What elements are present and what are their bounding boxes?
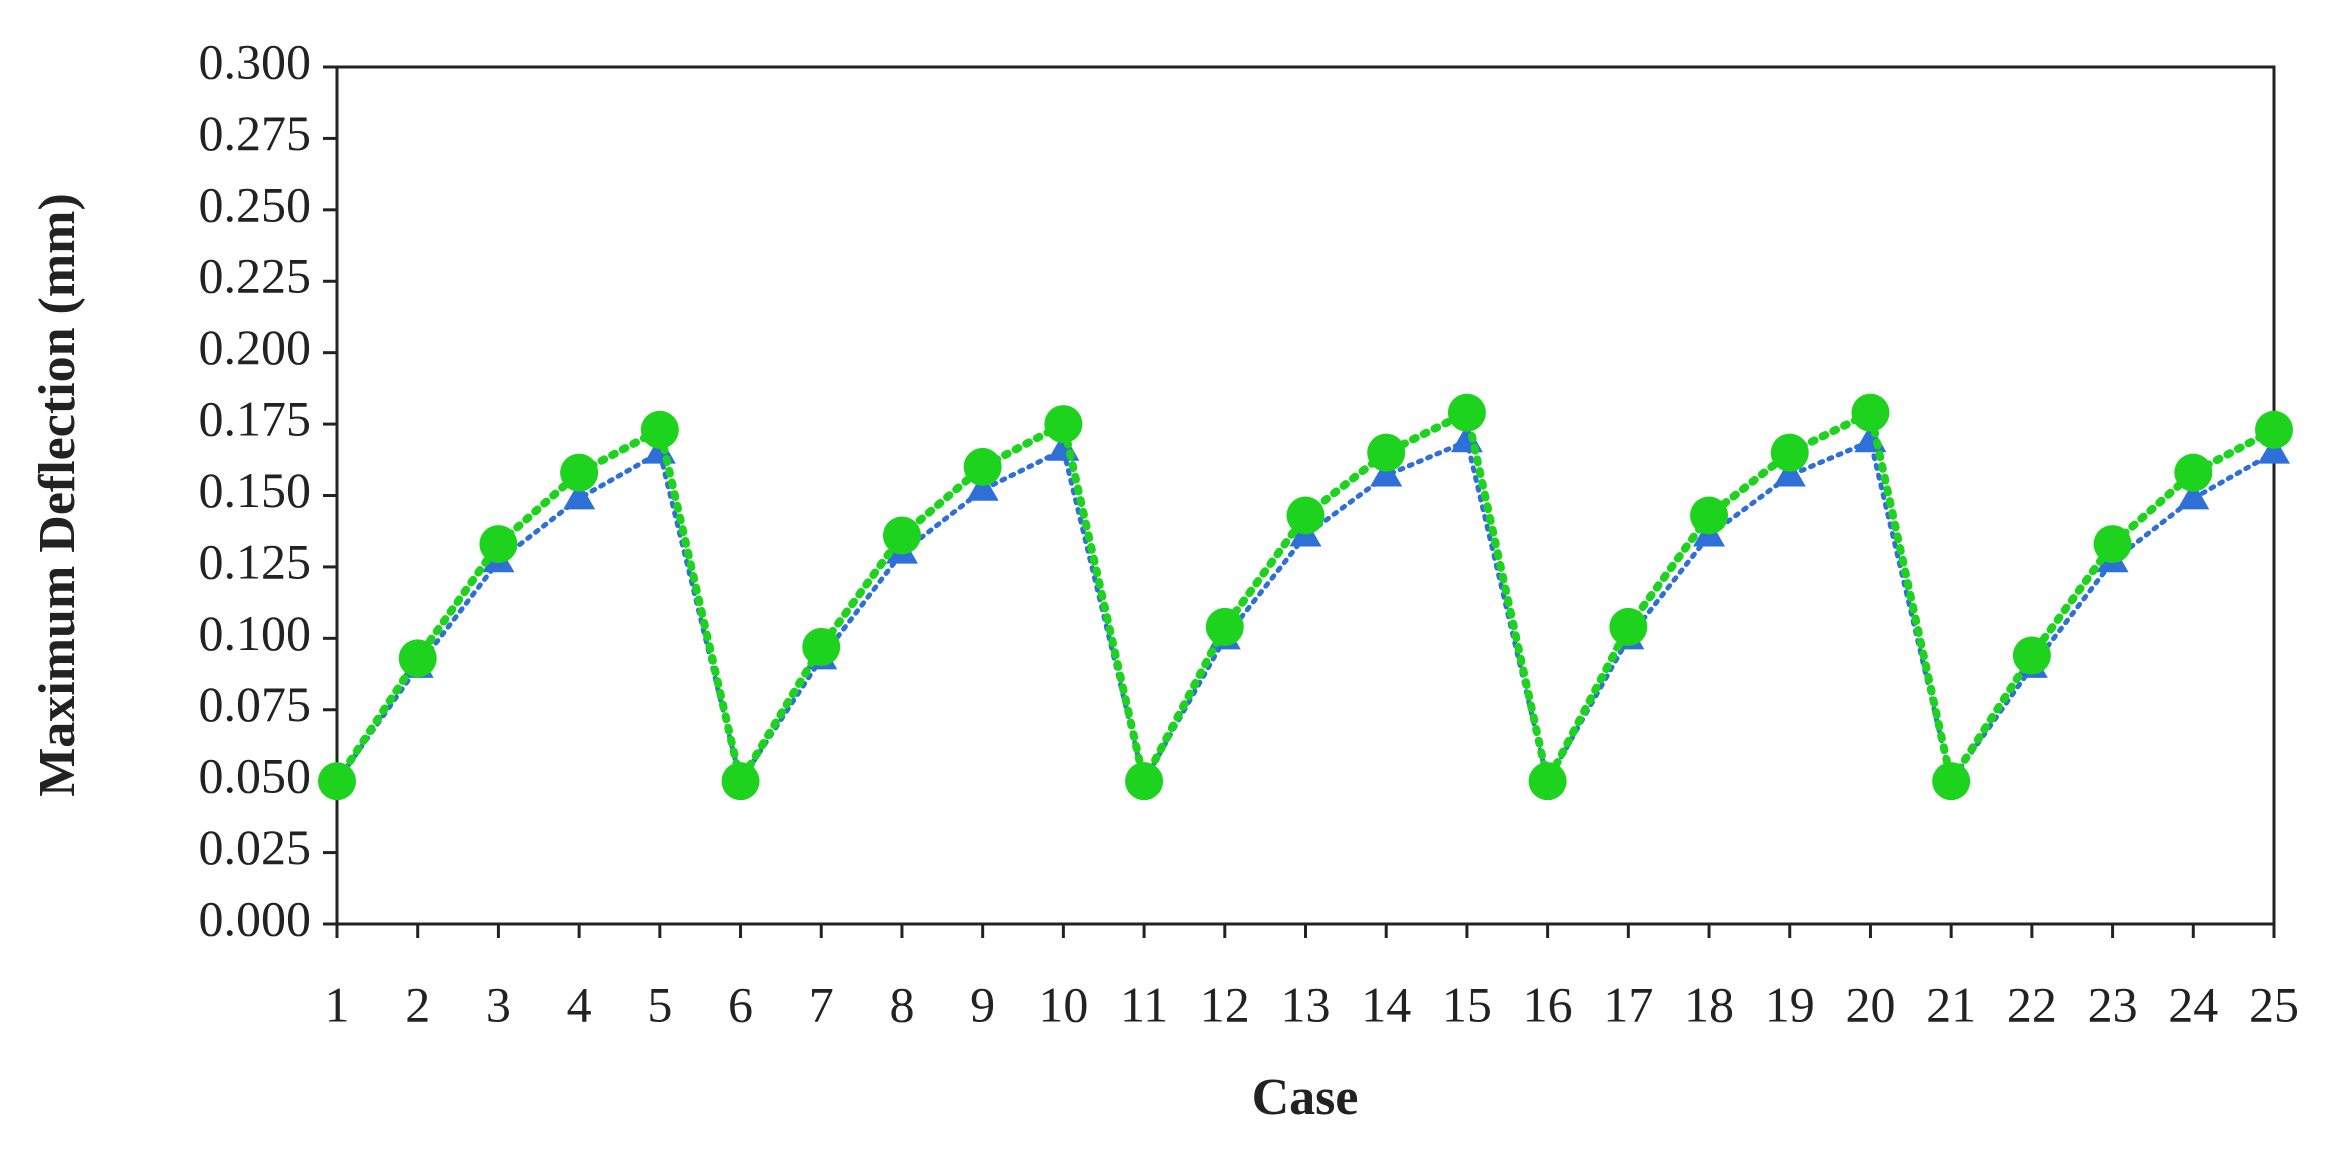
- y-axis-title: Maximum Deflection (mm): [29, 193, 86, 797]
- data-point: [802, 627, 841, 666]
- x-tick-label: 11: [1120, 976, 1168, 1032]
- x-tick-label: 7: [809, 976, 834, 1032]
- y-tick-label: 0.075: [199, 676, 312, 732]
- x-tick-label: 8: [889, 976, 914, 1032]
- data-point: [1609, 607, 1648, 646]
- x-tick-label: 10: [1038, 976, 1088, 1032]
- data-point: [1690, 496, 1729, 535]
- x-tick-label: 5: [647, 976, 672, 1032]
- plot-frame: [335, 65, 2276, 926]
- series-line: [333, 406, 2278, 793]
- x-tick-label: 25: [2249, 976, 2299, 1032]
- y-tick-label: 0.100: [199, 605, 312, 661]
- x-tick-label: 14: [1361, 976, 1411, 1032]
- x-tick-label: 12: [1200, 976, 1250, 1032]
- data-point: [882, 516, 921, 555]
- data-point: [2177, 481, 2210, 510]
- x-tick-label: 9: [970, 976, 995, 1032]
- y-tick-label: 0.300: [199, 33, 312, 89]
- x-tick-label: 2: [405, 976, 430, 1032]
- x-tick-label: 1: [325, 976, 350, 1032]
- y-tick-label: 0.275: [199, 105, 312, 161]
- x-tick-label: 21: [1926, 976, 1976, 1032]
- data-point: [963, 447, 1002, 486]
- x-tick-label: 22: [2007, 976, 2057, 1032]
- x-tick-label: 3: [486, 976, 511, 1032]
- x-tick-label: 19: [1765, 976, 1815, 1032]
- x-tick-label: 17: [1603, 976, 1653, 1032]
- x-tick-label: 24: [2168, 976, 2218, 1032]
- y-tick-label: 0.175: [199, 391, 312, 447]
- x-tick-label: 16: [1523, 976, 1573, 1032]
- x-tick-label: 15: [1442, 976, 1492, 1032]
- data-point: [1370, 458, 1403, 487]
- y-tick-label: 0.125: [199, 533, 312, 589]
- data-point: [563, 481, 596, 510]
- data-point: [2093, 525, 2132, 564]
- data-point: [640, 410, 679, 449]
- x-tick-label: 4: [567, 976, 592, 1032]
- data-point: [1447, 393, 1486, 432]
- data-point: [2174, 453, 2213, 492]
- data-point: [721, 762, 760, 801]
- data-point: [1044, 405, 1083, 444]
- data-point: [318, 762, 356, 801]
- x-axis-title: Case: [1252, 1069, 1359, 1126]
- data-point: [1125, 762, 1164, 801]
- data-point: [1286, 496, 1325, 535]
- x-tick-label: 20: [1845, 976, 1895, 1032]
- data-point: [1367, 433, 1406, 472]
- data-point: [1205, 607, 1244, 646]
- data-point: [2255, 410, 2293, 449]
- x-tick-label: 6: [728, 976, 753, 1032]
- y-tick-label: 0.000: [199, 890, 312, 946]
- y-tick-label: 0.150: [199, 462, 312, 518]
- data-point: [1851, 393, 1890, 432]
- data-point: [1773, 458, 1806, 487]
- data-point: [966, 472, 999, 501]
- y-tick-label: 0.200: [199, 319, 312, 375]
- x-tick-label: 23: [2088, 976, 2138, 1032]
- data-point: [479, 525, 518, 564]
- y-tick-label: 0.225: [199, 248, 312, 304]
- data-point: [2012, 636, 2051, 675]
- data-point: [398, 639, 437, 678]
- x-tick-label: 13: [1281, 976, 1331, 1032]
- y-tick-label: 0.050: [199, 748, 312, 804]
- data-point: [1770, 433, 1809, 472]
- data-point: [1932, 762, 1971, 801]
- y-tick-label: 0.025: [199, 819, 312, 875]
- data-point: [560, 453, 599, 492]
- y-tick-label: 0.250: [199, 176, 312, 232]
- x-tick-label: 18: [1684, 976, 1734, 1032]
- data-point: [2258, 435, 2290, 464]
- data-point: [1528, 762, 1567, 801]
